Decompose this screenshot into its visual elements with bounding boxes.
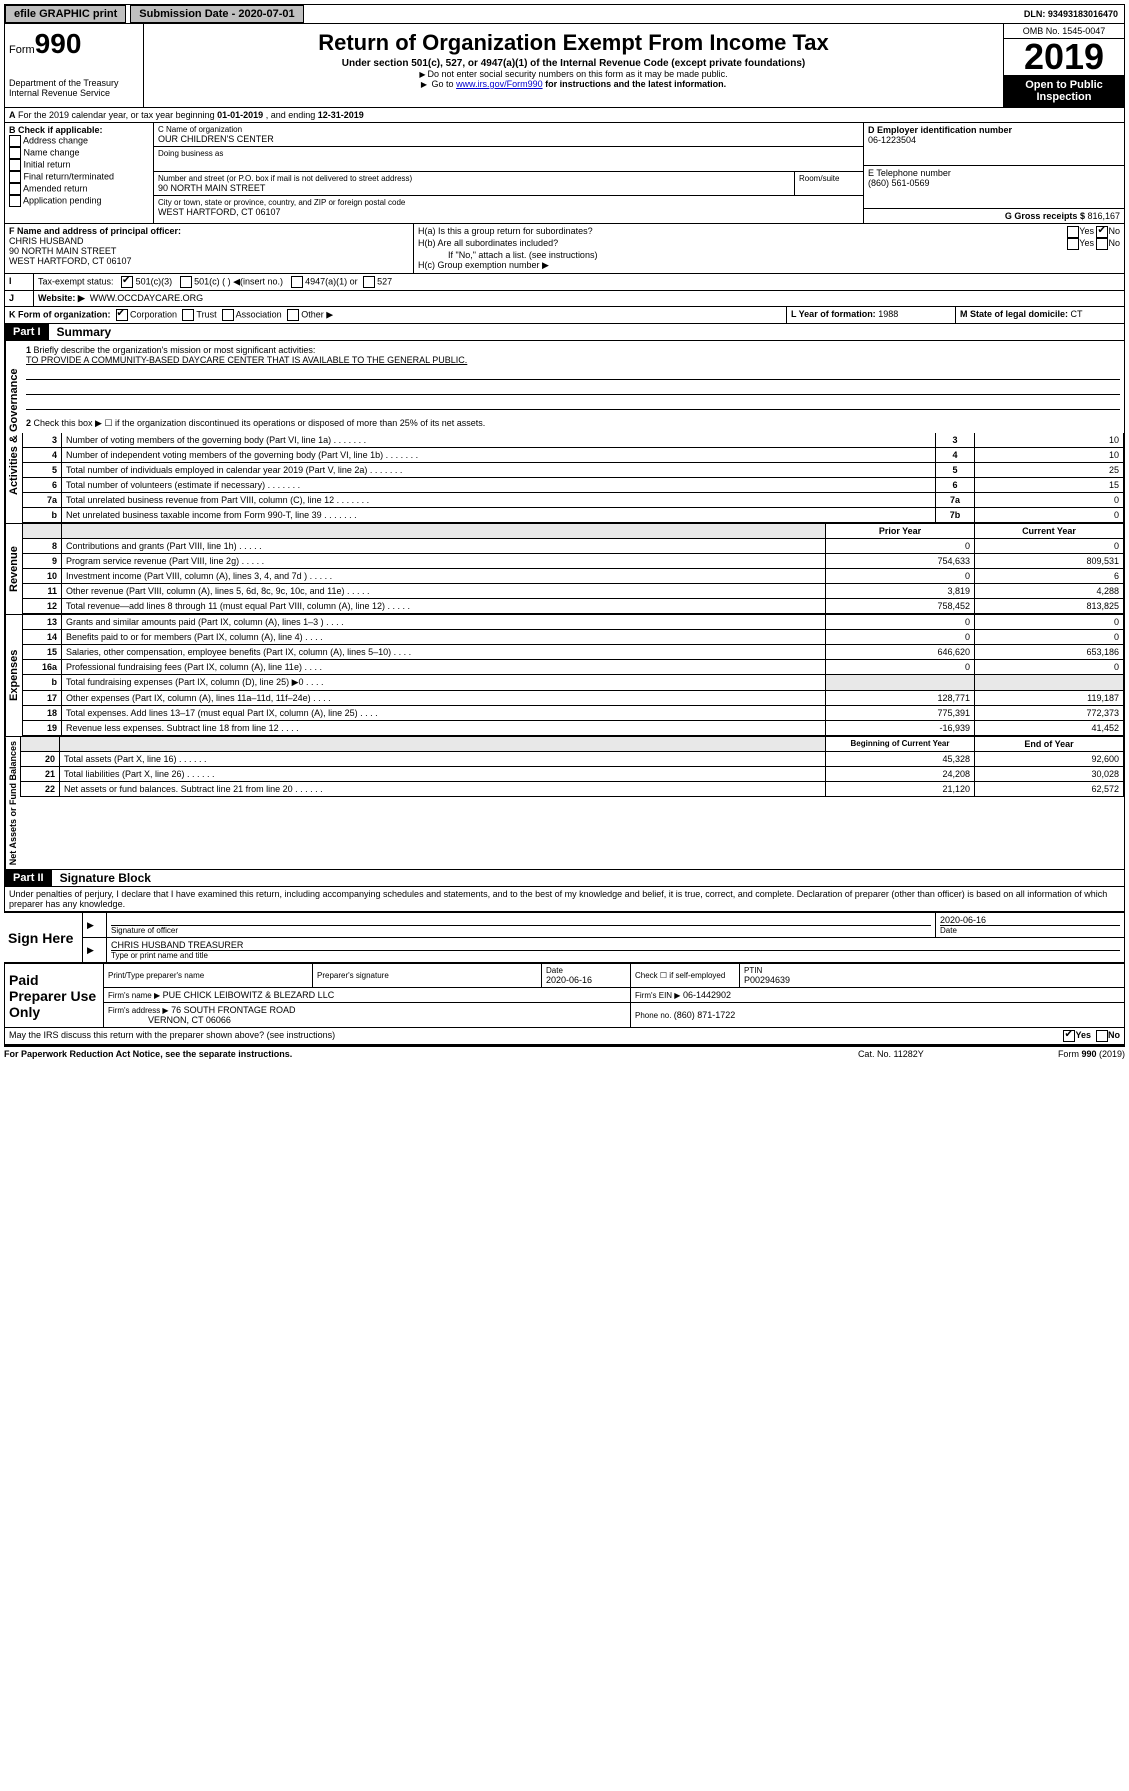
boxb-opt: Name change [9,147,149,159]
period-row: A For the 2019 calendar year, or tax yea… [4,108,1125,123]
boxb-opt: Initial return [9,159,149,171]
form-header: Form990 Department of the Treasury Inter… [4,24,1125,108]
hdr-center: Return of Organization Exempt From Incom… [144,24,1003,107]
hdr-right: OMB No. 1545-0047 2019 Open to Public In… [1003,24,1124,107]
dln: DLN: 93493183016470 [1024,9,1124,19]
i-501c3[interactable] [121,276,133,288]
subdate-val: 2020-07-01 [238,8,294,20]
boxb-opt: Amended return [9,183,149,195]
instructions-link[interactable]: www.irs.gov/Form990 [456,79,543,89]
fh-block: F Name and address of principal officer:… [4,224,1125,274]
boxb-opt: Final return/terminated [9,171,149,183]
ein: 06-1223504 [868,135,916,145]
hdr-left: Form990 Department of the Treasury Inter… [5,24,144,107]
form-title: Return of Organization Exempt From Incom… [148,30,999,56]
top-bar: efile GRAPHIC print Submission Date - 20… [4,4,1125,24]
boxb-opt: Address change [9,135,149,147]
ha-yes[interactable] [1067,226,1079,238]
perjury-text: Under penalties of perjury, I declare th… [4,887,1125,912]
efile-btn[interactable]: efile GRAPHIC print [5,5,126,23]
hb-no[interactable] [1096,238,1108,250]
bcdeg-block: B Check if applicable: Address change Na… [4,123,1125,224]
subdate-lbl: Submission Date - [139,8,238,20]
phone: (860) 561-0569 [868,178,930,188]
website: WWW.OCCDAYCARE.ORG [90,293,203,303]
discuss-no[interactable] [1096,1030,1108,1042]
ha-no[interactable] [1096,226,1108,238]
hb-yes[interactable] [1067,238,1079,250]
subdate-btn[interactable]: Submission Date - 2020-07-01 [130,5,303,23]
org-name: OUR CHILDREN'S CENTER [158,134,859,144]
discuss-yes[interactable] [1063,1030,1075,1042]
boxb-opt: Application pending [9,195,149,207]
